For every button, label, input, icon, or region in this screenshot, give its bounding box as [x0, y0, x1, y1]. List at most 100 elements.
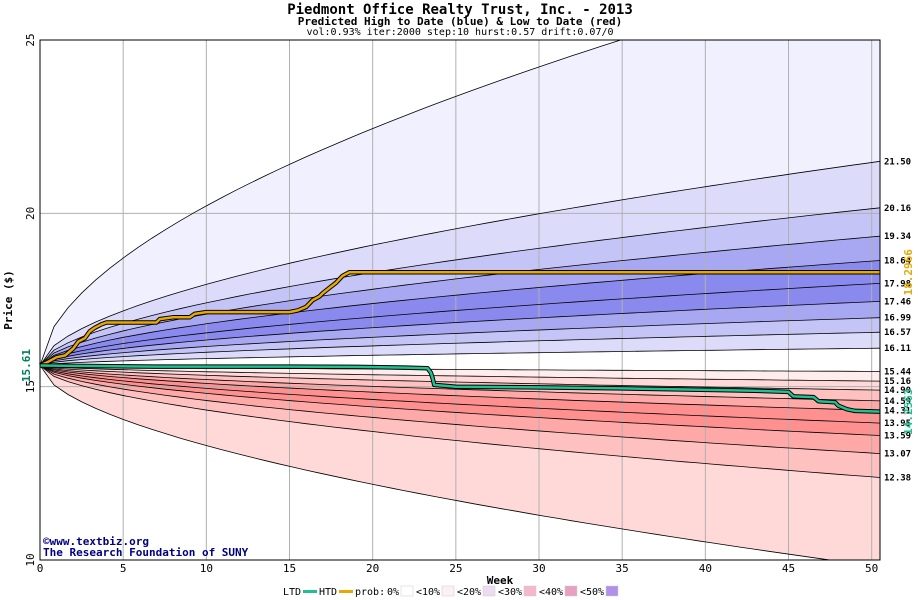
high-band-2: [40, 207, 880, 366]
quantile-label: 15.16: [884, 377, 911, 387]
watermark-org: The Research Foundation of SUNY: [43, 546, 249, 559]
quantile-line: [40, 301, 880, 366]
low-band-8: [40, 365, 880, 560]
chart-params: vol:0.93% iter:2000 step:10 hurst:0.57 d…: [306, 27, 614, 38]
quantile-label: 14.90: [884, 386, 911, 396]
legend-prob-swatch: [441, 585, 455, 597]
quantile-label: 18.64: [884, 256, 912, 266]
quantile-label: 20.16: [884, 204, 911, 214]
ltd-series: [39, 363, 881, 414]
legend-prob-prefix: prob:: [355, 587, 385, 598]
low-band-7: [40, 365, 880, 478]
x-tick-label: 30: [532, 562, 545, 575]
chart-title: Piedmont Office Realty Trust, Inc. - 201…: [287, 2, 633, 18]
low-band-1: [40, 365, 880, 391]
quantile-line: [40, 365, 880, 424]
quantile-label: 17.98: [884, 279, 911, 289]
chart-subtitle: Predicted High to Date (blue) & Low to D…: [297, 15, 623, 28]
quantile-label: 13.95: [884, 419, 911, 429]
quantile-line: [40, 207, 880, 366]
legend-prob-label: 0%: [387, 587, 399, 598]
quantile-label: 16.99: [884, 314, 911, 324]
probability-bands: [40, 40, 880, 560]
low-band-0: [40, 365, 880, 382]
quantile-label: 16.57: [884, 328, 911, 338]
y-tick-label: 15: [24, 380, 37, 393]
legend-prob-swatch: [605, 585, 619, 597]
low-band-4: [40, 365, 880, 424]
x-axis-label: Week: [487, 574, 514, 587]
plot-border: [39, 39, 881, 561]
high-band-4: [40, 260, 880, 366]
htd-line: [39, 271, 880, 367]
x-tick-label: 15: [283, 562, 296, 575]
quantile-line: [40, 331, 880, 366]
x-tick-label: 25: [449, 562, 462, 575]
high-band-1: [40, 161, 880, 366]
y-tick-label: 20: [24, 207, 37, 220]
legend-prob-swatch: [482, 585, 496, 597]
legend-prob-swatch: [523, 585, 537, 597]
high-band-8: [40, 332, 880, 366]
quantile-line: [40, 160, 880, 366]
low-band-6: [40, 365, 880, 454]
quantile-label: 14.59: [884, 397, 911, 407]
quantile-label: 13.59: [884, 432, 911, 442]
quantile-line: [40, 365, 880, 391]
quantile-line: [40, 365, 880, 382]
htd-series: [39, 270, 880, 368]
quantile-label: 12.38: [884, 473, 911, 483]
y-axis-label: Price ($): [2, 270, 15, 330]
x-tick-label: 20: [366, 562, 379, 575]
quantile-line: [40, 347, 880, 366]
legend-prob-label: <10%: [416, 587, 440, 598]
legend: LTD HTD prob: 0% <10% <20% <30% <40% <50%: [283, 585, 619, 598]
quantile-label: 19.34: [884, 232, 912, 242]
legend-ltd-swatch: [303, 590, 317, 593]
low-band-5: [40, 365, 880, 436]
quantile-label: 21.50: [884, 157, 911, 167]
x-tick-label: 35: [616, 562, 629, 575]
y-tick-label: 25: [24, 33, 37, 46]
start-price-label: 15.61: [20, 349, 33, 382]
quantile-line: [40, 283, 880, 366]
x-tick-label: 45: [782, 562, 795, 575]
high-band-3: [40, 236, 880, 366]
legend-htd-label: HTD: [319, 587, 337, 598]
low-band-2: [40, 365, 880, 401]
quantile-line: [40, 365, 880, 402]
x-tick-label: 40: [699, 562, 712, 575]
htd-end-label: 18.2966: [902, 249, 915, 296]
quantile-line: [40, 365, 833, 560]
quantile-label: 15.44: [884, 367, 912, 377]
legend-prob-label: <30%: [498, 587, 522, 598]
watermark-site: ©www.textbiz.org: [43, 535, 149, 548]
quantile-line: [40, 365, 880, 411]
high-band-6: [40, 301, 880, 366]
legend-prob-label: <20%: [457, 587, 481, 598]
legend-prob-swatch: [400, 585, 414, 597]
low-band-3: [40, 365, 880, 411]
quantile-label: 14.31: [884, 407, 911, 417]
quantile-label: 17.46: [884, 297, 911, 307]
legend-htd-swatch: [339, 590, 353, 593]
legend-prob-label: <40%: [539, 587, 563, 598]
high-band-7: [40, 317, 880, 366]
quantile-line: [40, 365, 880, 454]
ltd-end-label: 14.2563: [902, 388, 915, 434]
x-tick-label: 0: [37, 562, 44, 575]
quantile-line: [40, 317, 880, 366]
legend-prob-swatch: [564, 585, 578, 597]
quantile-label: 13.07: [884, 450, 911, 460]
quantile-line: [40, 365, 880, 478]
legend-prob-label: <50%: [580, 587, 604, 598]
high-band-0: [40, 40, 880, 366]
quantile-line: [40, 40, 623, 366]
quantile-lines: [40, 40, 880, 560]
ltd-line: [39, 364, 881, 413]
legend-ltd-label: LTD: [283, 587, 301, 598]
x-tick-label: 50: [865, 562, 878, 575]
x-tick-label: 10: [200, 562, 213, 575]
x-tick-label: 5: [120, 562, 127, 575]
